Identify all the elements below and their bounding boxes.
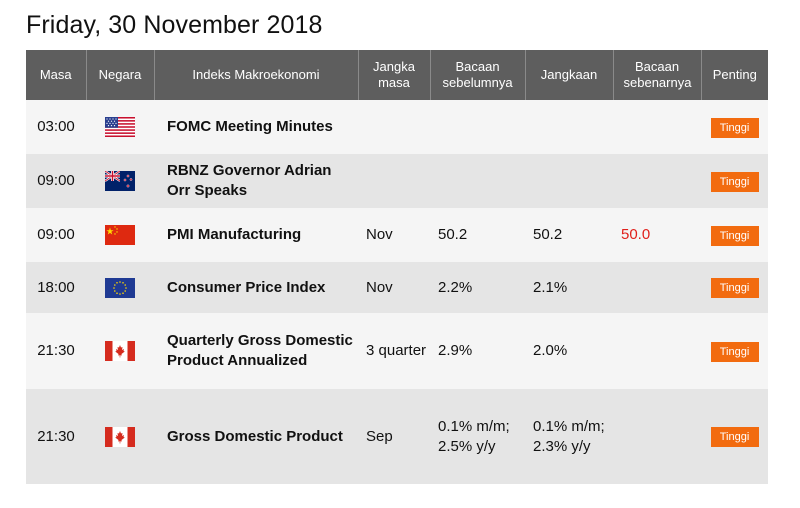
importance-badge[interactable]: Tinggi	[710, 278, 759, 298]
importance-badge[interactable]: Tinggi	[710, 117, 759, 138]
row-event: Consumer Price Index	[154, 262, 358, 313]
nz-flag-icon	[105, 171, 135, 192]
ca-flag-icon	[105, 426, 135, 447]
row-period: Nov	[358, 208, 430, 262]
header-actual: Bacaan sebenarnya	[613, 50, 702, 100]
header-previous: Bacaan sebelumnya	[430, 50, 526, 100]
importance-badge[interactable]: Tinggi	[710, 171, 759, 192]
header-forecast: Jangkaan	[525, 50, 614, 100]
row-actual	[613, 313, 701, 389]
table-row: 09:00	[26, 154, 768, 208]
row-time: 21:30	[26, 313, 86, 389]
table-row: 21:30 Quarterly Gross Domestic Product A…	[26, 313, 768, 389]
header-event: Indeks Makroekonomi	[154, 50, 359, 100]
importance-badge[interactable]: Tinggi	[710, 341, 759, 362]
table-row: 09:00 PMI Manufacturing Nov 50.2 50.2	[26, 208, 768, 262]
row-time: 03:00	[26, 100, 86, 154]
row-time: 18:00	[26, 262, 86, 313]
header-period: Jangka masa	[358, 50, 431, 100]
row-forecast: 2.0%	[525, 313, 613, 389]
header-country: Negara	[86, 50, 155, 100]
row-event: Gross Domestic Product	[154, 389, 358, 484]
cn-flag-icon	[105, 225, 135, 246]
row-forecast: 2.1%	[525, 262, 613, 313]
row-previous: 2.9%	[430, 313, 525, 389]
economic-calendar: Masa Negara Indeks Makroekonomi Jangka m…	[26, 50, 768, 484]
header-importance: Penting	[701, 50, 768, 100]
row-period	[358, 154, 430, 208]
table-header-row: Masa Negara Indeks Makroekonomi Jangka m…	[26, 50, 768, 100]
row-actual	[613, 389, 701, 484]
ca-flag-icon	[105, 341, 135, 362]
row-forecast	[525, 100, 613, 154]
row-actual	[613, 262, 701, 313]
row-time: 09:00	[26, 208, 86, 262]
row-forecast: 0.1% m/m; 2.3% y/y	[525, 389, 613, 484]
row-period: Sep	[358, 389, 430, 484]
row-previous	[430, 100, 525, 154]
row-actual	[613, 154, 701, 208]
row-previous	[430, 154, 525, 208]
economic-calendar-table: Masa Negara Indeks Makroekonomi Jangka m…	[26, 50, 768, 484]
us-flag-icon	[105, 117, 135, 138]
importance-badge[interactable]: Tinggi	[710, 225, 759, 246]
row-period: Nov	[358, 262, 430, 313]
table-row: 03:00	[26, 100, 768, 154]
importance-badge[interactable]: Tinggi	[710, 427, 759, 447]
row-time: 21:30	[26, 389, 86, 484]
row-forecast	[525, 154, 613, 208]
table-row: 21:30 Gross Domestic Product Sep 0.1% m/…	[26, 389, 768, 484]
row-previous: 0.1% m/m; 2.5% y/y	[430, 389, 525, 484]
row-forecast: 50.2	[525, 208, 613, 262]
row-actual: 50.0	[613, 208, 701, 262]
row-previous: 2.2%	[430, 262, 525, 313]
row-event: PMI Manufacturing	[154, 208, 358, 262]
row-time: 09:00	[26, 154, 86, 208]
row-actual	[613, 100, 701, 154]
eu-flag-icon	[105, 277, 135, 298]
row-previous: 50.2	[430, 208, 525, 262]
row-period: 3 quarter	[358, 313, 430, 389]
row-period	[358, 100, 430, 154]
row-event: Quarterly Gross Domestic Product Annuali…	[154, 313, 358, 389]
table-row: 18:00 Consumer Price Index Nov	[26, 262, 768, 313]
page-title: Friday, 30 November 2018	[26, 11, 323, 39]
header-time: Masa	[26, 50, 87, 100]
row-event: RBNZ Governor Adrian Orr Speaks	[154, 154, 358, 208]
row-event: FOMC Meeting Minutes	[154, 100, 358, 154]
